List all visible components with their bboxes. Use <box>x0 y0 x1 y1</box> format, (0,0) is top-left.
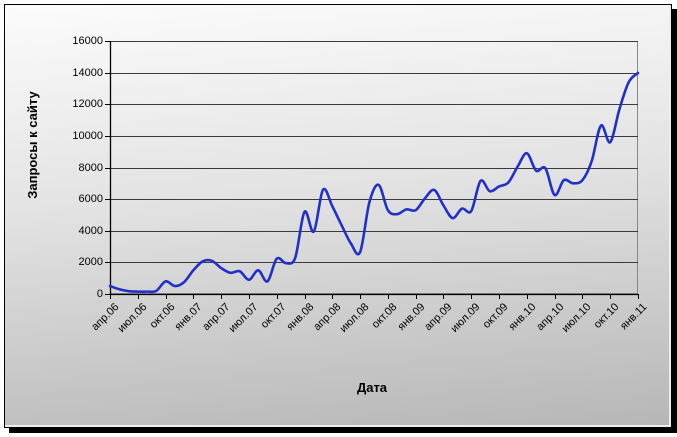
y-tick-label: 0 <box>96 288 103 300</box>
y-tick-label: 8000 <box>78 161 103 174</box>
y-tick-label: 6000 <box>78 193 103 206</box>
y-tick-label: 16000 <box>72 35 103 47</box>
x-axis-title: Дата <box>356 380 388 395</box>
y-tick-label: 2000 <box>78 256 103 269</box>
y-tick-label: 12000 <box>72 98 103 111</box>
y-tick-label: 4000 <box>78 224 103 237</box>
y-tick-label: 10000 <box>72 129 103 142</box>
y-tick-label: 14000 <box>72 66 103 79</box>
